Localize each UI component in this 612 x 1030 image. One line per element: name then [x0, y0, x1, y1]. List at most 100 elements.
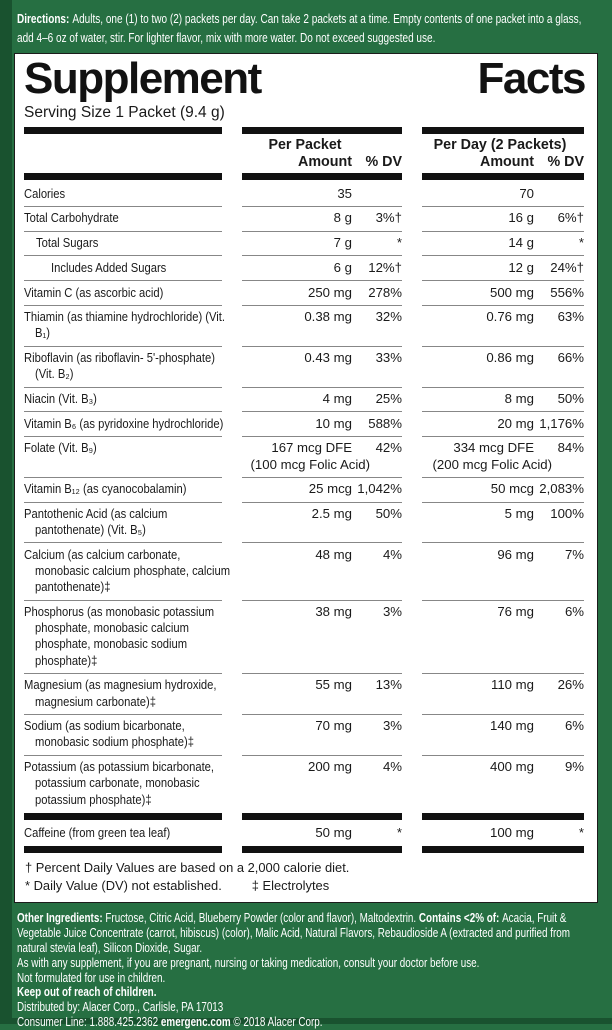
per-day-amount: 100 mg — [490, 825, 534, 841]
per-day-dv: 6% — [564, 604, 584, 620]
per-day-amount-dv-row: 5 mg 100% — [422, 506, 584, 522]
per-packet-amount-dv-row: 48 mg 4% — [242, 547, 402, 563]
directions-text: Directions: Adults, one (1) to two (2) pa… — [17, 10, 598, 47]
footnotes: † Percent Daily Values are based on a 2,… — [24, 855, 585, 896]
per-packet-dv-label: % DV — [365, 153, 402, 170]
per-day-title: Per Day (2 Packets) — [433, 137, 567, 154]
directions-heading: Directions: — [17, 11, 70, 26]
per-packet-amount-dv-row: 4 mg 25% — [242, 391, 402, 407]
bottom-segment: Other Ingredients: — [17, 910, 106, 926]
per-packet-cell: 55 mg 13% — [242, 674, 402, 715]
bottom-line: Consumer Line: 1.888.425.2362 emergenc.c… — [17, 1014, 598, 1030]
per-day-amount: 500 mg — [490, 284, 534, 300]
nutrient-label-cell: Vitamin C (as ascorbic acid) — [24, 281, 222, 306]
bottom-text-block: Other Ingredients: Fructose, Citric Acid… — [0, 909, 612, 1029]
per-day-cell: 70 — [422, 182, 584, 207]
per-day-amount-dv-row: 14 g * — [422, 235, 584, 251]
section-bar-row — [24, 845, 585, 855]
bottom-segment: Keep out of reach of children. — [17, 984, 157, 1000]
per-packet-amount-dv-row: 70 mg 3% — [242, 718, 402, 734]
thick-bar — [422, 846, 584, 854]
per-day-amount-dv-row: 110 mg 26% — [422, 677, 584, 693]
per-packet-amount: 200 mg — [308, 759, 352, 775]
per-packet-cell: 4 mg 25% — [242, 388, 402, 413]
serving-size: Serving Size 1 Packet (9.4 g) — [24, 104, 225, 122]
thick-bar — [24, 173, 222, 181]
supplement-facts-panel: Supplement Facts Serving Size 1 Packet (… — [14, 53, 598, 904]
per-day-amount-note: (200 mcg Folic Acid) — [432, 456, 552, 472]
nutrient-label-cell: Pantothenic Acid (as calcium pantothenat… — [24, 503, 222, 544]
bottom-segment: emergenc.com — [160, 1014, 231, 1030]
per-packet-amount-dv-row: 167 mcg DFE 42% — [242, 440, 402, 456]
nutrient-row: Magnesium (as magnesium hydroxide, magne… — [24, 674, 585, 715]
per-day-cell: 14 g * — [422, 232, 584, 257]
thick-bar — [24, 846, 222, 854]
nutrient-row: Niacin (Vit. B₃) 4 mg 25% 8 mg 50% — [24, 388, 585, 413]
per-packet-dv — [352, 186, 402, 202]
bottom-segment: Distributed by: Alacer Corp., Carlisle, … — [17, 999, 224, 1015]
per-day-dv: 6% — [564, 718, 584, 734]
nutrient-label: Phosphorus (as monobasic potassium phosp… — [24, 604, 215, 668]
per-packet-amount: 7 g — [333, 235, 352, 251]
bottom-line: Keep out of reach of children. — [17, 985, 598, 1000]
thick-bar — [242, 173, 402, 181]
nutrient-label: Riboflavin (as riboflavin- 5'-phosphate)… — [24, 350, 215, 382]
per-day-dv: * — [578, 825, 584, 841]
nutrient-row: Folate (Vit. B₉) 167 mcg DFE 42% (100 mcg F… — [24, 437, 585, 478]
nutrient-row: Vitamin B₁₂ (as cyanocobalamin) 25 mcg 1,0… — [24, 478, 585, 503]
per-day-dv: 2,083% — [539, 481, 584, 497]
per-day-cell: 8 mg 50% — [422, 388, 584, 413]
per-packet-amount-dv-row: 8 g 3%† — [242, 210, 402, 226]
per-packet-dv: 42% — [375, 440, 402, 456]
per-packet-cell: 48 mg 4% — [242, 543, 402, 601]
per-packet-dv: 33% — [375, 350, 402, 366]
per-day-amount-dv-row: 50 mcg 2,083% — [422, 481, 584, 497]
per-packet-amount-note: (100 mcg Folic Acid) — [250, 456, 370, 472]
thick-bar — [242, 127, 402, 135]
per-day-cell: 0.86 mg 66% — [422, 347, 584, 388]
nutrient-label: Includes Added Sugars — [51, 259, 167, 275]
header-bottom-bar — [24, 172, 585, 182]
per-packet-cell: 70 mg 3% — [242, 715, 402, 756]
per-day-cell: 5 mg 100% — [422, 503, 584, 544]
per-day-cell: 400 mg 9% — [422, 756, 584, 812]
bottom-segment: Acacia, Fruit & Vegetable Juice Concentr… — [17, 910, 570, 956]
per-day-amount: 70 — [519, 185, 534, 201]
per-day-dv: 84% — [557, 440, 584, 456]
bottom-segment: Not formulated for use in children. — [17, 969, 166, 985]
per-packet-amount: 50 mg — [315, 825, 352, 841]
per-day-amount: 110 mg — [490, 677, 534, 693]
per-day-dv: 66% — [557, 350, 584, 366]
directions-block: Directions: Adults, one (1) to two (2) pa… — [0, 0, 612, 51]
bottom-segment: © 2018 Alacer Corp. — [230, 1014, 323, 1030]
per-packet-dv: 4% — [382, 546, 402, 562]
nutrient-label: Sodium (as sodium bicarbonate, monobasic… — [24, 718, 194, 750]
title-word-facts: Facts — [477, 54, 587, 104]
nutrient-label: Caffeine (from green tea leaf) — [24, 825, 171, 841]
nutrient-label-cell: Potassium (as potassium bicarbonate, pot… — [24, 756, 222, 812]
nutrient-label-cell: Magnesium (as magnesium hydroxide, magne… — [24, 674, 222, 715]
per-packet-cell: 2.5 mg 50% — [242, 503, 402, 544]
per-packet-amount-dv-row: 0.43 mg 33% — [242, 350, 402, 366]
per-day-amount-dv-row: 76 mg 6% — [422, 604, 584, 620]
per-packet-dv: 3% — [382, 604, 402, 620]
per-packet-dv: 3% — [382, 718, 402, 734]
per-day-amount-dv-row: 0.76 mg 63% — [422, 309, 584, 325]
per-packet-amount-dv-row: 2.5 mg 50% — [242, 506, 402, 522]
per-day-header: Per Day (2 Packets) Amount % DV — [422, 136, 584, 172]
per-packet-amount-label: Amount — [298, 153, 352, 170]
thick-bar — [422, 173, 584, 181]
per-packet-cell: 7 g * — [242, 232, 402, 257]
per-day-cell: 20 mg 1,176% — [422, 412, 584, 437]
per-packet-amount: 8 g — [333, 210, 352, 226]
nutrient-row: Calories 35 70 — [24, 182, 585, 207]
nutrient-label-cell: Thiamin (as thiamine hydrochloride) (Vit… — [24, 306, 225, 347]
nutrient-row: Caffeine (from green tea leaf) 50 mg * 100 … — [24, 822, 585, 846]
footnote-electrolytes: ‡ Electrolytes — [251, 877, 330, 893]
nutrient-row: Vitamin B₆ (as pyridoxine hydrochloride)… — [24, 412, 585, 437]
per-packet-amount-dv-row: 35 — [242, 186, 402, 202]
nutrient-label-cell: Total Carbohydrate — [24, 207, 222, 232]
per-day-amount-dv-row: 500 mg 556% — [422, 285, 584, 301]
per-packet-dv: 25% — [375, 391, 402, 407]
nutrient-label: Calcium (as calcium carbonate, monobasic… — [24, 546, 231, 595]
